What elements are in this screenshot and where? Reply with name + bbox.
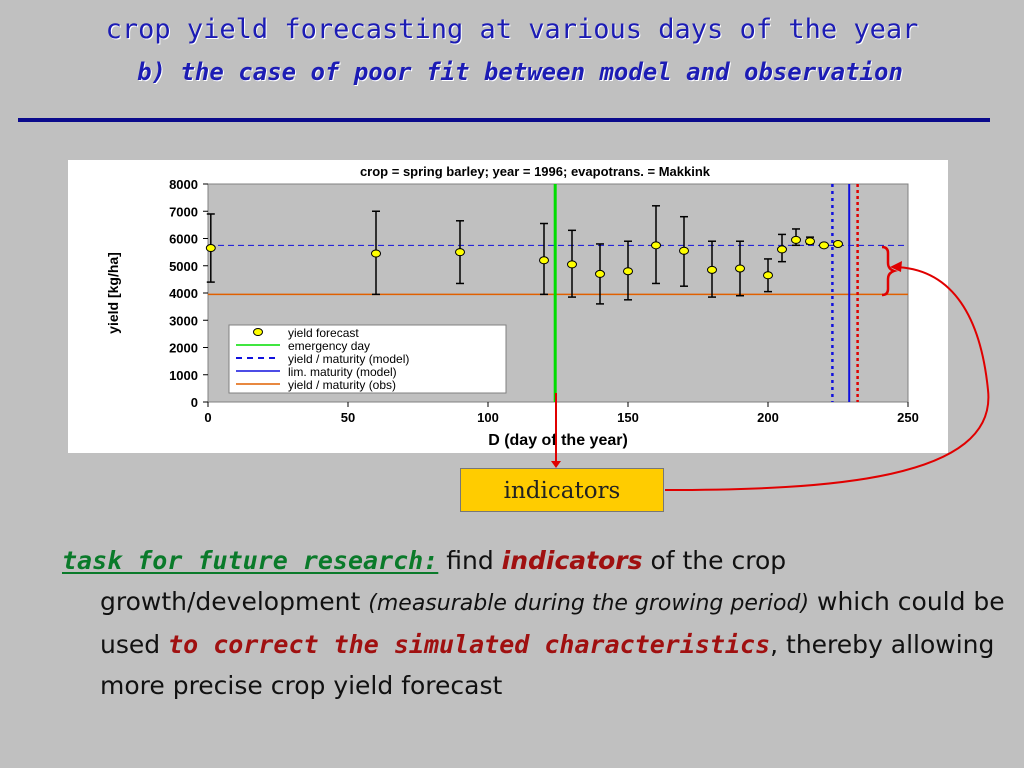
slide-subtitle: b) the case of poor fit between model an… (137, 58, 903, 86)
task-text-2: which could be used (100, 587, 1005, 659)
x-tick-label: 150 (617, 410, 639, 425)
x-tick-label: 0 (204, 410, 211, 425)
forecast-point (539, 256, 549, 265)
task-find: find (438, 546, 502, 575)
y-tick-label: 8000 (169, 177, 198, 192)
title-divider (18, 118, 990, 122)
x-axis-label: D (day of the year) (488, 432, 628, 449)
y-tick-label: 5000 (169, 259, 198, 274)
y-tick-label: 3000 (169, 313, 198, 328)
x-tick-label: 250 (897, 410, 919, 425)
forecast-point (777, 245, 787, 254)
forecast-point (735, 264, 745, 273)
legend-box (228, 324, 507, 394)
task-paragraph: task for future research: find indicator… (62, 540, 1020, 706)
y-tick-label: 1000 (169, 368, 198, 383)
slide-title: crop yield forecasting at various days o… (105, 14, 919, 45)
brace-arrow-head (890, 261, 902, 272)
legend-marker-forecast (253, 328, 263, 336)
y-tick-label: 7000 (169, 204, 198, 219)
forecast-point (651, 241, 661, 250)
forecast-point (679, 246, 689, 255)
y-axis-label: yield [kg/ha] (105, 252, 121, 334)
legend-label: yield / maturity (model) (288, 352, 409, 366)
task-indicators: indicators (501, 546, 643, 575)
forecast-point (833, 239, 843, 248)
forecast-points (205, 205, 843, 305)
task-label: task for future research: (62, 546, 439, 575)
brace-arrow-curve (664, 266, 990, 491)
forecast-point (791, 235, 801, 244)
forecast-point (371, 249, 381, 258)
y-tick-label: 0 (191, 395, 198, 410)
y-tick-label: 6000 (169, 232, 198, 247)
task-text-3: , thereby allowing more precise crop yie… (100, 630, 995, 700)
y-tick-label: 2000 (169, 341, 198, 356)
legend-label: lim. maturity (model) (288, 365, 397, 379)
yield-chart: crop = spring barley; year = 1996; evapo… (68, 160, 990, 491)
legend-label: yield forecast (288, 326, 359, 340)
forecast-point (763, 271, 773, 280)
x-tick-label: 100 (477, 410, 499, 425)
task-text-1: of the crop growth/development (100, 546, 787, 616)
forecast-point (805, 237, 815, 246)
forecast-point (707, 265, 717, 274)
legend-label: emergency day (288, 339, 370, 353)
forecast-point (455, 248, 465, 257)
chart-title: crop = spring barley; year = 1996; evapo… (360, 164, 711, 179)
y-tick-label: 4000 (169, 286, 198, 301)
indicator-arrow-head (551, 461, 561, 468)
forecast-point (595, 269, 605, 278)
indicators-box: indicators (460, 468, 664, 512)
x-tick-label: 200 (757, 410, 779, 425)
x-tick-label: 50 (341, 410, 355, 425)
forecast-point (567, 260, 577, 269)
discrepancy-brace (881, 245, 898, 297)
task-correct: to correct the simulated characteristics (168, 630, 771, 659)
task-italic-note: (measurable during the growing period) (368, 591, 810, 616)
legend-label: yield / maturity (obs) (288, 378, 396, 392)
forecast-point (623, 267, 633, 276)
reference-lines (208, 184, 908, 402)
forecast-point (819, 241, 829, 250)
forecast-point (205, 244, 216, 253)
chart-axes: 0 1000 2000 3000 4000 5000 6000 7000 8000 0 50 100 1… (169, 177, 919, 425)
